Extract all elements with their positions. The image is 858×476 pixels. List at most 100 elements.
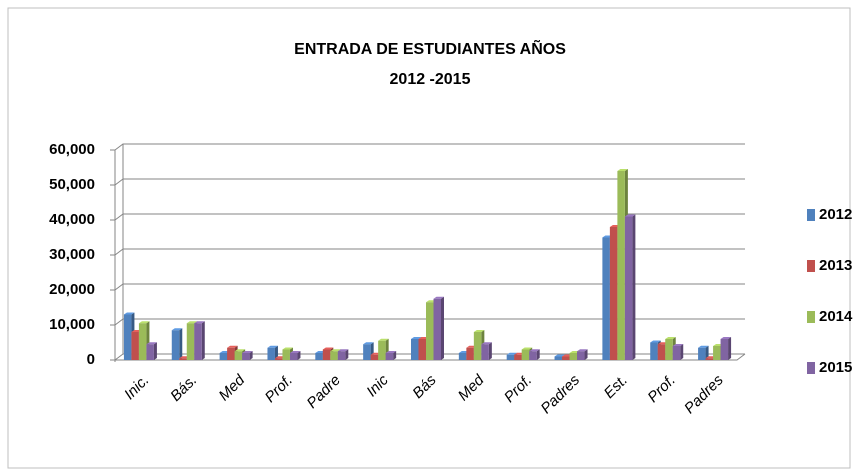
bar-side — [393, 351, 397, 360]
bar — [330, 351, 338, 360]
chart-title: ENTRADA DE ESTUDIANTES AÑOS — [294, 38, 566, 58]
bar — [315, 353, 323, 360]
bar-top — [289, 351, 301, 353]
bar-top — [521, 347, 533, 350]
legend-label: 2015 — [819, 359, 852, 376]
bar-top — [481, 342, 492, 345]
bar — [370, 354, 379, 360]
bar — [514, 354, 522, 360]
grid-line — [114, 213, 745, 221]
bar-top — [322, 347, 334, 350]
bar — [554, 356, 563, 360]
y-tick-label: 10,000 — [49, 316, 95, 333]
bar — [521, 349, 530, 360]
bar — [186, 323, 195, 360]
bar-side — [153, 342, 157, 360]
legend-swatch — [807, 311, 815, 323]
bar-top — [146, 342, 157, 345]
bar-side — [249, 351, 253, 360]
bar — [274, 358, 283, 360]
bar-top — [720, 337, 732, 339]
bar — [624, 216, 633, 360]
bar-top — [123, 312, 135, 315]
grid-line — [114, 318, 745, 326]
bar-top — [554, 354, 566, 357]
bar — [242, 353, 250, 360]
bar — [418, 339, 426, 360]
bar — [602, 237, 610, 360]
bar-top — [282, 347, 293, 350]
bar-top — [473, 330, 485, 332]
bar-top — [267, 345, 278, 348]
bar-side — [345, 349, 349, 360]
bar-top — [378, 338, 389, 341]
bar-top — [433, 296, 444, 299]
grid-line — [114, 178, 745, 186]
bar — [146, 344, 154, 360]
bar-top — [529, 349, 540, 352]
bar — [138, 323, 147, 360]
bar — [698, 347, 706, 360]
bar-top — [171, 328, 183, 331]
bar-side — [705, 345, 709, 360]
bar — [322, 349, 331, 360]
bar — [411, 339, 419, 360]
bar-side — [488, 342, 492, 360]
bar-top — [227, 345, 238, 348]
bar — [562, 356, 570, 360]
bar — [650, 342, 658, 360]
bar-side — [274, 345, 278, 360]
bar-top — [672, 344, 684, 346]
bar-top — [337, 349, 349, 352]
bar — [577, 351, 585, 360]
bar — [363, 344, 371, 360]
bar — [466, 347, 474, 360]
y-tick-label: 20,000 — [49, 281, 95, 298]
bar — [131, 332, 139, 360]
bar — [267, 347, 275, 360]
bar-top — [698, 345, 709, 348]
legend-swatch — [807, 209, 815, 221]
y-tick-label: 30,000 — [49, 246, 95, 263]
bar — [234, 351, 243, 360]
y-tick-label: 40,000 — [49, 211, 95, 228]
bar-top — [624, 214, 636, 217]
bar — [720, 339, 729, 360]
bar-top — [385, 351, 397, 353]
bar — [473, 332, 482, 360]
bar-side — [441, 296, 444, 360]
bar-side — [632, 214, 636, 360]
bar-top — [363, 342, 374, 345]
legend-swatch — [807, 260, 815, 272]
bar-side — [536, 349, 540, 360]
bar-top — [330, 349, 341, 352]
bar — [289, 353, 298, 360]
bar — [194, 323, 202, 360]
bar — [426, 302, 434, 360]
bar — [481, 344, 489, 360]
bar-top — [577, 349, 588, 352]
bar — [433, 298, 441, 360]
bar-top — [665, 337, 676, 339]
bar-top — [138, 321, 150, 324]
bar-side — [297, 351, 301, 360]
bar-top — [506, 352, 518, 355]
legend-label: 2014 — [819, 308, 853, 325]
bar-side — [179, 328, 183, 360]
y-tick-label: 0 — [87, 351, 95, 368]
grid-line — [114, 283, 745, 291]
bar — [713, 346, 721, 360]
bar — [609, 227, 618, 360]
bar — [458, 353, 467, 360]
grid-line — [114, 248, 745, 256]
bar-top — [650, 340, 661, 343]
bar — [665, 339, 673, 360]
y-tick-label: 60,000 — [49, 141, 95, 158]
chart-frame — [7, 7, 851, 469]
bar-side — [680, 344, 684, 360]
bar-top — [617, 169, 628, 171]
bar — [123, 314, 132, 360]
bar-top — [194, 321, 205, 324]
bar — [617, 171, 625, 360]
